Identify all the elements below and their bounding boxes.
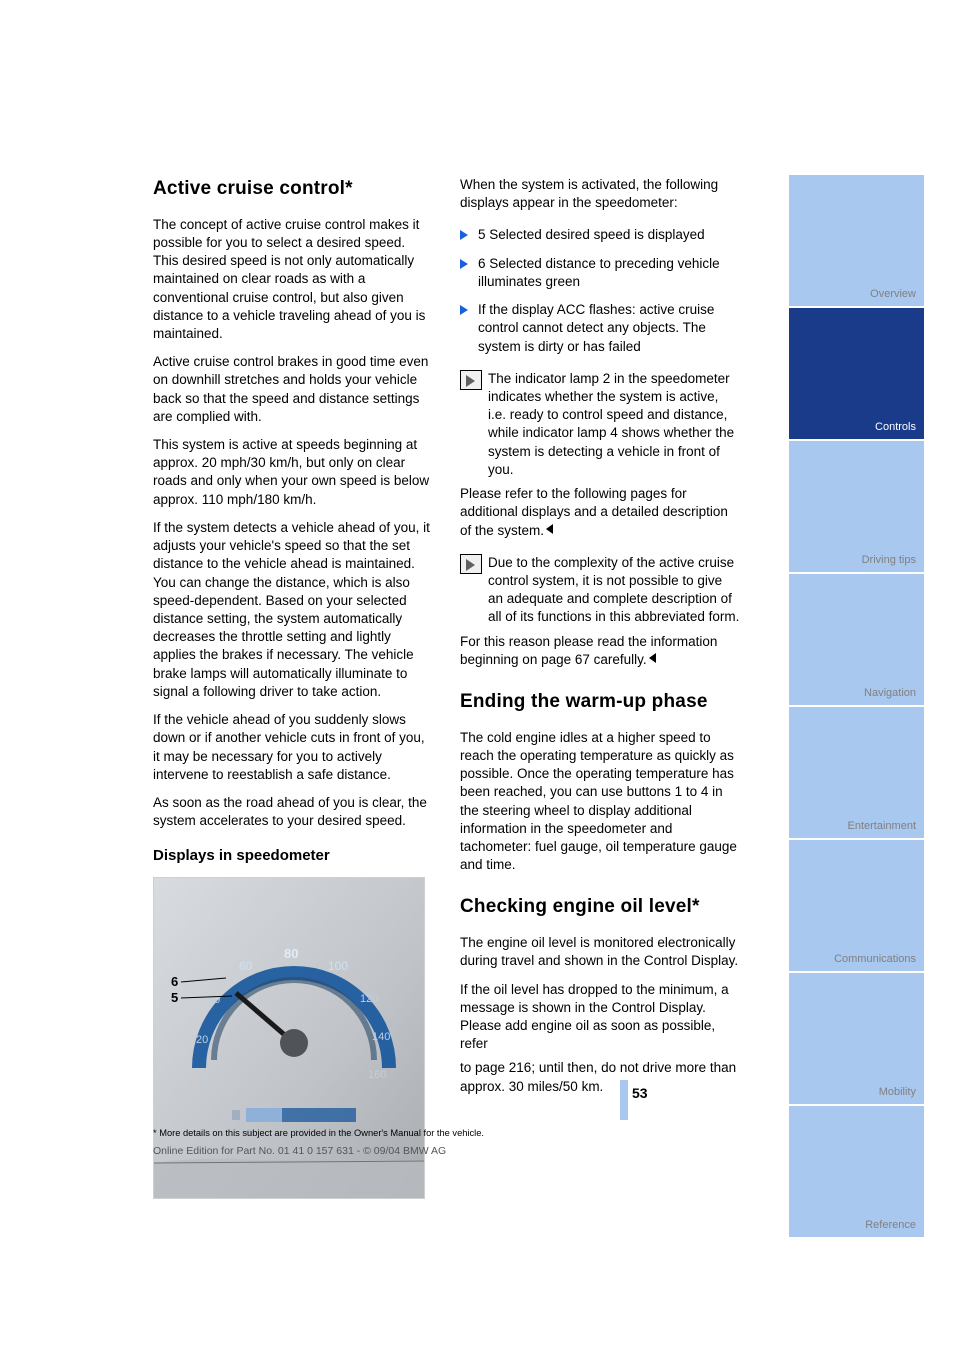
tab-label: Controls bbox=[875, 421, 916, 433]
svg-text:100: 100 bbox=[328, 959, 348, 973]
edition-banner: Online Edition for Part No. 01 41 0 157 … bbox=[153, 1145, 446, 1157]
para: The cold engine idles at a higher speed … bbox=[460, 729, 740, 875]
para: to page 216; until then, do not drive mo… bbox=[460, 1059, 740, 1095]
tab-communications[interactable]: Communications bbox=[789, 840, 924, 971]
column-left: Active cruise control* The concept of ac… bbox=[153, 176, 433, 1199]
page-number: 53 bbox=[632, 1085, 648, 1101]
page-root: Overview Controls Driving tips Navigatio… bbox=[0, 0, 954, 1351]
svg-text:0: 0 bbox=[201, 1071, 207, 1083]
bullet-text: If the display ACC flashes: active cruis… bbox=[478, 302, 714, 353]
para: This system is active at speeds beginnin… bbox=[153, 436, 433, 509]
tab-label: Overview bbox=[870, 288, 916, 300]
sidebar-tabs: Overview Controls Driving tips Navigatio… bbox=[789, 175, 924, 1239]
bullet-item: 5 Selected desired speed is displayed bbox=[460, 226, 740, 244]
tab-entertainment[interactable]: Entertainment bbox=[789, 707, 924, 838]
info-paragraph: Due to the complexity of the active crui… bbox=[460, 554, 740, 627]
para: For this reason please read the informat… bbox=[460, 633, 740, 669]
tab-label: Navigation bbox=[864, 687, 916, 699]
para: Active cruise control brakes in good tim… bbox=[153, 353, 433, 426]
end-marker-icon bbox=[546, 524, 553, 534]
svg-text:6: 6 bbox=[171, 974, 178, 989]
triangle-bullet-icon bbox=[460, 230, 468, 240]
svg-text:120: 120 bbox=[360, 993, 378, 1005]
page-number-bar bbox=[620, 1080, 628, 1120]
svg-text:40: 40 bbox=[208, 994, 220, 1006]
ref-text: Please refer to the following pages for … bbox=[460, 486, 728, 537]
bullet-item: 6 Selected distance to preceding vehicle… bbox=[460, 255, 740, 291]
footnote-text: * More details on this subject are provi… bbox=[153, 1128, 484, 1138]
tab-label: Driving tips bbox=[862, 554, 916, 566]
list-intro: When the system is activated, the follow… bbox=[460, 176, 740, 212]
bullet-text: 6 Selected distance to preceding vehicle… bbox=[478, 256, 720, 289]
heading-oil-level: Checking engine oil level* bbox=[460, 894, 740, 920]
svg-text:160: 160 bbox=[368, 1069, 386, 1081]
svg-text:20: 20 bbox=[196, 1034, 208, 1046]
svg-text:60: 60 bbox=[239, 959, 253, 973]
tab-driving-tips[interactable]: Driving tips bbox=[789, 441, 924, 572]
column-right: When the system is activated, the follow… bbox=[460, 176, 740, 1102]
ref-text: For this reason please read the informat… bbox=[460, 634, 717, 667]
heading-warmup: Ending the warm-up phase bbox=[460, 689, 740, 715]
para: Please refer to the following pages for … bbox=[460, 485, 740, 540]
triangle-bullet-icon bbox=[460, 259, 468, 269]
tab-controls[interactable]: Controls bbox=[789, 308, 924, 439]
para: As soon as the road ahead of you is clea… bbox=[153, 794, 433, 830]
tab-label: Communications bbox=[834, 953, 916, 965]
info-paragraph: The indicator lamp 2 in the speedometer … bbox=[460, 370, 740, 479]
svg-text:5: 5 bbox=[171, 990, 178, 1005]
para: The engine oil level is monitored electr… bbox=[460, 934, 740, 970]
heading-displays-speedo: Displays in speedometer bbox=[153, 846, 433, 866]
para: If the vehicle ahead of you suddenly slo… bbox=[153, 711, 433, 784]
triangle-bullet-icon bbox=[460, 305, 468, 315]
info-triangle-icon bbox=[460, 370, 482, 390]
info-text: The indicator lamp 2 in the speedometer … bbox=[488, 371, 734, 477]
tab-mobility[interactable]: Mobility bbox=[789, 973, 924, 1104]
end-marker-icon bbox=[649, 653, 656, 663]
svg-text:80: 80 bbox=[284, 946, 298, 961]
tab-label: Mobility bbox=[879, 1086, 916, 1098]
heading-active-cruise: Active cruise control* bbox=[153, 176, 433, 202]
para: If the oil level has dropped to the mini… bbox=[460, 981, 740, 1054]
bullet-text: 5 Selected desired speed is displayed bbox=[478, 227, 705, 242]
para: If the system detects a vehicle ahead of… bbox=[153, 519, 433, 701]
tab-label: Reference bbox=[865, 1219, 916, 1231]
tab-navigation[interactable]: Navigation bbox=[789, 574, 924, 705]
svg-text:140: 140 bbox=[372, 1031, 390, 1043]
tab-overview[interactable]: Overview bbox=[789, 175, 924, 306]
tab-label: Entertainment bbox=[848, 820, 916, 832]
info-triangle-icon bbox=[460, 554, 482, 574]
info-text: Due to the complexity of the active crui… bbox=[488, 555, 739, 625]
bullet-item: If the display ACC flashes: active cruis… bbox=[460, 301, 740, 356]
para: The concept of active cruise control mak… bbox=[153, 216, 433, 344]
tab-reference[interactable]: Reference bbox=[789, 1106, 924, 1237]
